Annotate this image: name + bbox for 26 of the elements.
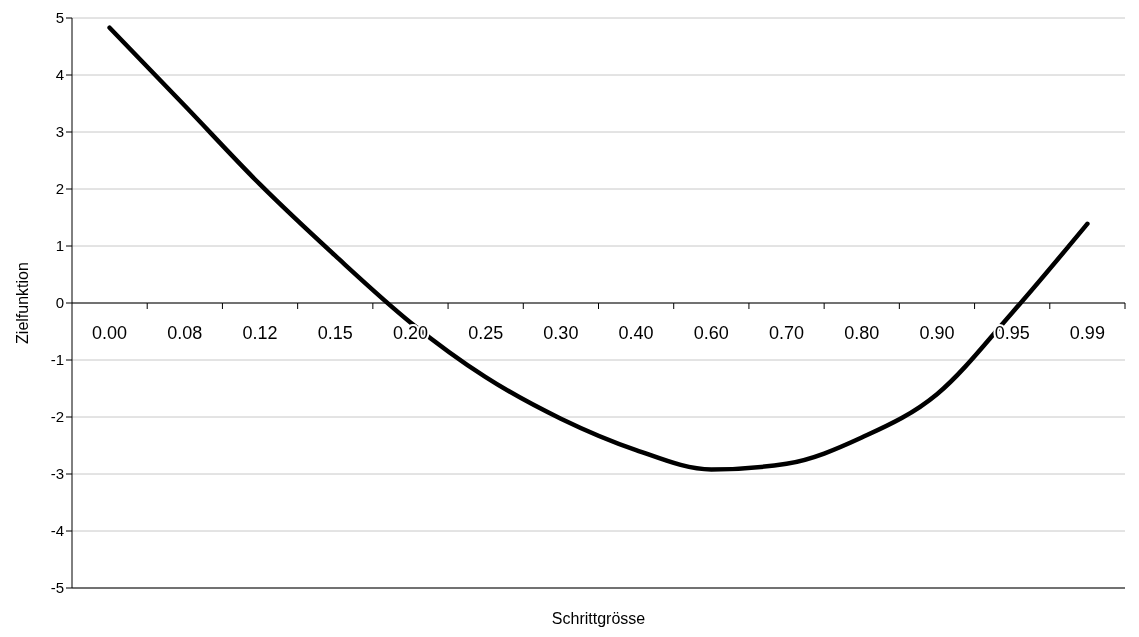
y-tick-label: 3 — [55, 123, 64, 141]
x-tick-label: 0.60 — [693, 323, 729, 343]
y-tick-label: -2 — [50, 408, 64, 426]
y-tick-label: 5 — [55, 9, 64, 27]
x-tick-label: 0.80 — [844, 323, 880, 343]
x-tick-label: 0.08 — [167, 323, 203, 343]
x-axis-title: Schrittgrösse — [551, 610, 646, 627]
y-axis-title: Zielfunktion — [13, 262, 31, 344]
x-tick-label: 0.70 — [769, 323, 805, 343]
y-tick-label: -5 — [50, 579, 64, 597]
x-tick-label: 0.12 — [242, 323, 278, 343]
y-tick-label: -1 — [50, 351, 64, 369]
y-tick-label: 0 — [55, 294, 64, 312]
y-tick-label: -3 — [50, 465, 64, 483]
x-tick-label: 0.00 — [92, 323, 128, 343]
x-tick-label: 0.40 — [618, 323, 654, 343]
y-tick-label: 1 — [55, 237, 64, 255]
y-tick-label: -4 — [50, 522, 64, 540]
x-tick-label: 0.15 — [317, 323, 353, 343]
x-tick-label: 0.90 — [919, 323, 955, 343]
x-tick-label: 0.99 — [1069, 323, 1105, 343]
x-tick-label: 0.25 — [468, 323, 504, 343]
x-tick-label: 0.30 — [543, 323, 579, 343]
x-tick-label: 0.95 — [994, 323, 1030, 343]
y-tick-label: 4 — [55, 66, 64, 84]
y-tick-label: 2 — [55, 180, 64, 198]
